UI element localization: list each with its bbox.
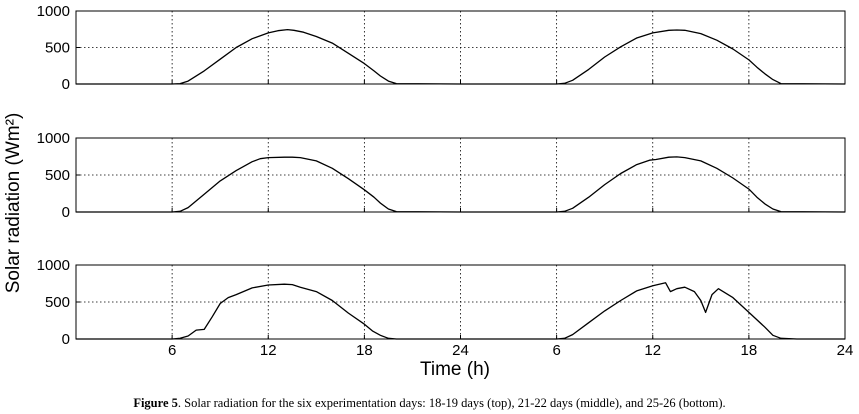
y-tick-label: 1000 [37, 130, 70, 147]
caption-text: . Solar radiation for the six experiment… [177, 396, 726, 410]
x-tick-label: 6 [552, 342, 560, 359]
y-tick-label: 0 [62, 331, 70, 348]
x-tick-label: 18 [741, 342, 758, 359]
panel-top: 0 500 1000 [37, 3, 846, 93]
x-tick-label: 12 [260, 342, 277, 359]
x-tick-label: 12 [644, 342, 661, 359]
panels: 0 500 1000 0 500 1000 0 500 1000 6 12 18 24 6 12 18 24 [37, 3, 854, 359]
x-axis-label: Time (h) [420, 359, 490, 380]
x-tick-label: 6 [168, 342, 176, 359]
y-tick-label: 0 [62, 76, 70, 93]
caption-label: Figure 5 [133, 396, 178, 410]
x-tick-label: 18 [356, 342, 373, 359]
y-tick-label: 1000 [37, 3, 70, 20]
radiation-line [76, 282, 845, 340]
figure-caption: Figure 5. Solar radiation for the six ex… [0, 396, 859, 411]
y-tick-label: 1000 [37, 257, 70, 274]
y-tick-label: 0 [62, 204, 70, 221]
radiation-line [76, 156, 846, 213]
panel-middle: 0 500 1000 [37, 130, 846, 221]
y-tick-label: 500 [45, 167, 70, 184]
y-axis-label: Solar radiation (Wm²) [3, 113, 24, 294]
panel-bottom: 0 500 1000 6 12 18 24 6 12 18 24 [37, 257, 854, 359]
y-tick-label: 500 [45, 40, 70, 57]
y-tick-label: 500 [45, 294, 70, 311]
x-tick-label: 24 [452, 342, 469, 359]
radiation-line [76, 28, 846, 85]
x-tick-label: 24 [837, 342, 854, 359]
